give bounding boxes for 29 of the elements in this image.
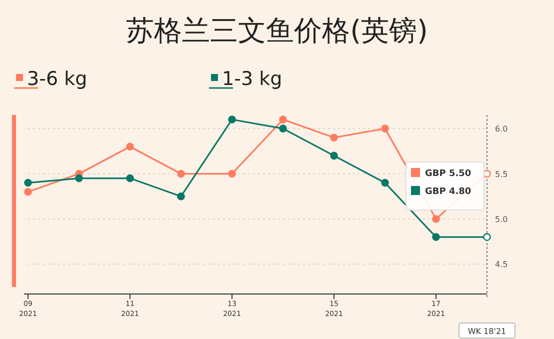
legend-label: 1-3 kg [222,68,282,90]
point [126,174,134,182]
point [228,116,236,124]
tooltip: GBP 5.50 GBP 4.80 [406,162,484,210]
point [75,174,83,182]
point [381,178,389,187]
point [432,233,440,241]
y-tick-label: 5.0 [495,214,508,224]
chart-title: 苏格兰三文鱼价格(英镑) [126,14,428,47]
point [279,116,287,124]
legend-label: 3-6 kg [27,68,88,90]
annotation: GBP 5.50 [425,169,472,179]
y-tick-label: 4.5 [495,260,508,270]
point [330,134,338,142]
point [483,233,491,241]
point [126,142,134,151]
point [432,215,440,223]
point [177,192,185,200]
point [330,152,338,160]
y-tick-label: 5.5 [495,170,508,179]
point [24,188,32,196]
point [177,170,185,178]
annotation: GBP 4.80 [425,187,472,197]
point [381,124,389,132]
y-tick-label: 6.0 [495,124,508,134]
text: WK 18'21 [468,327,506,336]
point [228,170,236,178]
point [24,178,32,187]
point [279,124,287,132]
